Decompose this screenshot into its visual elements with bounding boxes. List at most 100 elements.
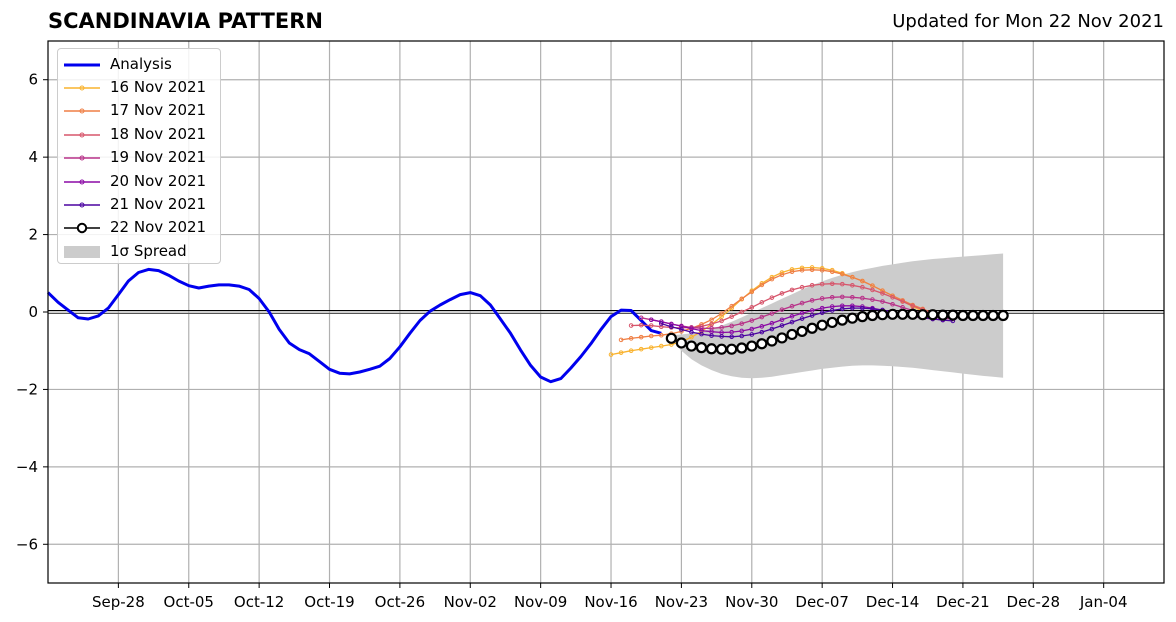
y-tick-label: 2: [28, 226, 38, 244]
forecast-point: [799, 300, 805, 306]
forecast-point: [799, 267, 805, 273]
forecast-point: [769, 326, 775, 332]
legend-label: 20 Nov 2021: [110, 171, 207, 190]
legend-entry: 21 Nov 2021: [64, 192, 214, 215]
forecast-point: [628, 348, 634, 354]
legend-swatch-graphic: [64, 132, 100, 138]
x-tick-label: Oct-26: [375, 593, 425, 611]
forecast-point: [809, 308, 815, 313]
forecast-point: [669, 321, 674, 327]
forecast-point: [658, 319, 664, 324]
legend-entry: 17 Nov 2021: [64, 99, 214, 122]
forecast-point: [658, 324, 664, 330]
forecast-point: [658, 332, 664, 338]
legend-entry: 19 Nov 2021: [64, 146, 214, 169]
forecast-point: [739, 296, 745, 302]
legend-swatch: [64, 220, 100, 234]
legend-entry: 16 Nov 2021: [64, 75, 214, 98]
forecast-point: [618, 337, 624, 343]
forecast-point: [846, 312, 858, 324]
legend-marker: [79, 132, 85, 138]
forecast-point: [608, 352, 614, 357]
legend-marker: [79, 108, 85, 114]
legend-swatch: [64, 103, 100, 117]
forecast-point: [870, 297, 875, 302]
forecast-point: [729, 323, 734, 329]
forecast-point: [880, 288, 885, 294]
legend-area-swatch: [64, 245, 100, 258]
forecast-point: [809, 282, 815, 288]
forecast-point: [739, 321, 745, 326]
forecast-point: [749, 332, 755, 337]
forecast-point: [890, 301, 895, 307]
forecast-point: [947, 309, 959, 321]
forecast-point: [705, 343, 718, 355]
forecast-point: [870, 283, 875, 288]
forecast-point: [749, 305, 755, 310]
forecast-point: [987, 309, 999, 322]
y-tick-label: −4: [16, 458, 38, 476]
legend-label: 18 Nov 2021: [110, 124, 207, 143]
forecast-point: [860, 284, 865, 290]
legend-swatch-graphic: [64, 63, 100, 67]
legend-entry: 20 Nov 2021: [64, 169, 214, 192]
forecast-point: [860, 305, 865, 311]
forecast-point: [736, 342, 748, 354]
legend-swatch: [64, 127, 100, 141]
forecast-point: [638, 315, 644, 321]
forecast-point: [799, 316, 805, 321]
forecast-point: [829, 308, 835, 313]
legend-swatch-graphic: [64, 108, 100, 114]
legend-swatch: [64, 197, 100, 211]
forecast-point: [658, 343, 664, 349]
x-tick-label: Oct-19: [304, 593, 354, 611]
forecast-point: [776, 332, 788, 344]
forecast-point: [739, 333, 745, 339]
x-tick-label: Dec-21: [936, 593, 990, 611]
forecast-point: [679, 324, 684, 329]
forecast-point: [927, 309, 939, 321]
forecast-point: [769, 320, 775, 326]
x-tick-label: Jan-04: [1079, 593, 1128, 611]
forecast-point: [839, 294, 845, 300]
forecast-point: [729, 314, 734, 319]
forecast-point: [618, 350, 624, 355]
forecast-point: [829, 269, 835, 275]
forecast-point: [769, 295, 775, 300]
forecast-point: [759, 282, 765, 288]
forecast-point: [709, 321, 714, 327]
forecast-point: [719, 325, 724, 330]
forecast-point: [789, 287, 795, 293]
forecast-point: [749, 318, 755, 323]
forecast-point: [789, 269, 795, 275]
y-tick-label: −6: [16, 535, 38, 553]
forecast-point: [850, 282, 855, 288]
forecast-point: [628, 323, 634, 328]
forecast-point: [870, 287, 875, 293]
legend-label: 19 Nov 2021: [110, 148, 207, 167]
legend-entry: Analysis: [64, 52, 214, 75]
forecast-point: [648, 333, 654, 339]
forecast-point: [806, 322, 818, 334]
legend-swatch: [64, 80, 100, 94]
forecast-point: [856, 311, 868, 323]
forecast-point: [648, 345, 654, 350]
y-tick-label: 0: [28, 303, 38, 321]
forecast-point: [729, 334, 734, 340]
forecast-point: [826, 316, 838, 329]
legend-marker: [79, 179, 85, 185]
forecast-point: [779, 323, 785, 328]
x-tick-label: Sep-28: [92, 593, 145, 611]
forecast-point: [638, 346, 644, 352]
y-tick-label: 4: [28, 148, 38, 166]
forecast-point: [907, 308, 919, 320]
legend-marker: [79, 202, 85, 208]
forecast-point: [917, 309, 929, 321]
forecast-point: [799, 310, 805, 316]
x-tick-label: Dec-28: [1007, 593, 1061, 611]
forecast-point: [880, 299, 885, 304]
x-tick-label: Nov-09: [514, 593, 567, 611]
forecast-point: [648, 323, 654, 328]
series-lines: [46, 265, 1009, 384]
